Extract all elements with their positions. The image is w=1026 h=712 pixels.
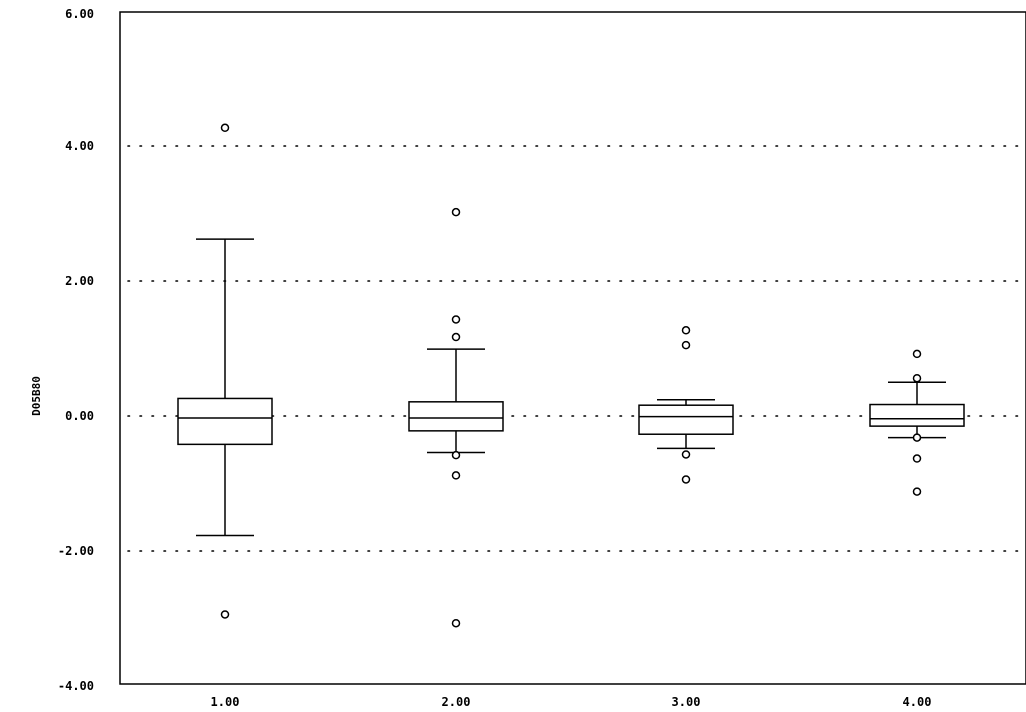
outlier-point <box>451 207 461 217</box>
y-tick-label: 6.00 <box>65 7 94 21</box>
outlier-point <box>912 487 922 496</box>
box-series <box>177 123 965 628</box>
outlier-point <box>912 454 922 463</box>
box <box>638 404 734 435</box>
y-tick-labels: -4.00 -2.00 0.00 2.00 4.00 6.00 <box>58 7 94 693</box>
outlier-point <box>451 618 461 628</box>
y-tick-label: 4.00 <box>65 139 94 153</box>
outlier-point <box>681 326 691 335</box>
y-tick-label: 2.00 <box>65 274 94 288</box>
x-tick-label: 3.00 <box>672 695 701 709</box>
box <box>408 401 504 432</box>
x-tick-label: 2.00 <box>442 695 471 709</box>
y-axis-title: D05B80 <box>30 376 43 416</box>
box-group <box>177 123 273 619</box>
outlier-point <box>451 450 461 460</box>
y-tick-label: 0.00 <box>65 409 94 423</box>
outlier-point <box>681 475 691 484</box>
y-tick-label: -4.00 <box>58 679 94 693</box>
outlier-point <box>912 433 922 442</box>
outlier-point <box>451 315 461 324</box>
box <box>869 403 965 427</box>
outlier-point <box>220 123 230 133</box>
box <box>177 397 273 446</box>
grid-lines <box>127 145 1026 552</box>
outlier-point <box>681 340 691 350</box>
x-tick-label: 4.00 <box>903 695 932 709</box>
box-group <box>638 326 734 484</box>
outlier-point <box>220 610 230 619</box>
outlier-point <box>451 332 461 342</box>
y-tick-label: -2.00 <box>58 544 94 558</box>
x-tick-label: 1.00 <box>211 695 240 709</box>
outlier-point <box>912 349 922 359</box>
box-group <box>408 207 504 628</box>
plot-frame <box>119 11 1026 685</box>
box-group <box>869 349 965 496</box>
x-tick-labels: 1.00 2.00 3.00 4.00 <box>211 695 932 709</box>
outlier-point <box>681 450 691 459</box>
outlier-point <box>451 471 461 480</box>
outlier-point <box>912 373 922 383</box>
